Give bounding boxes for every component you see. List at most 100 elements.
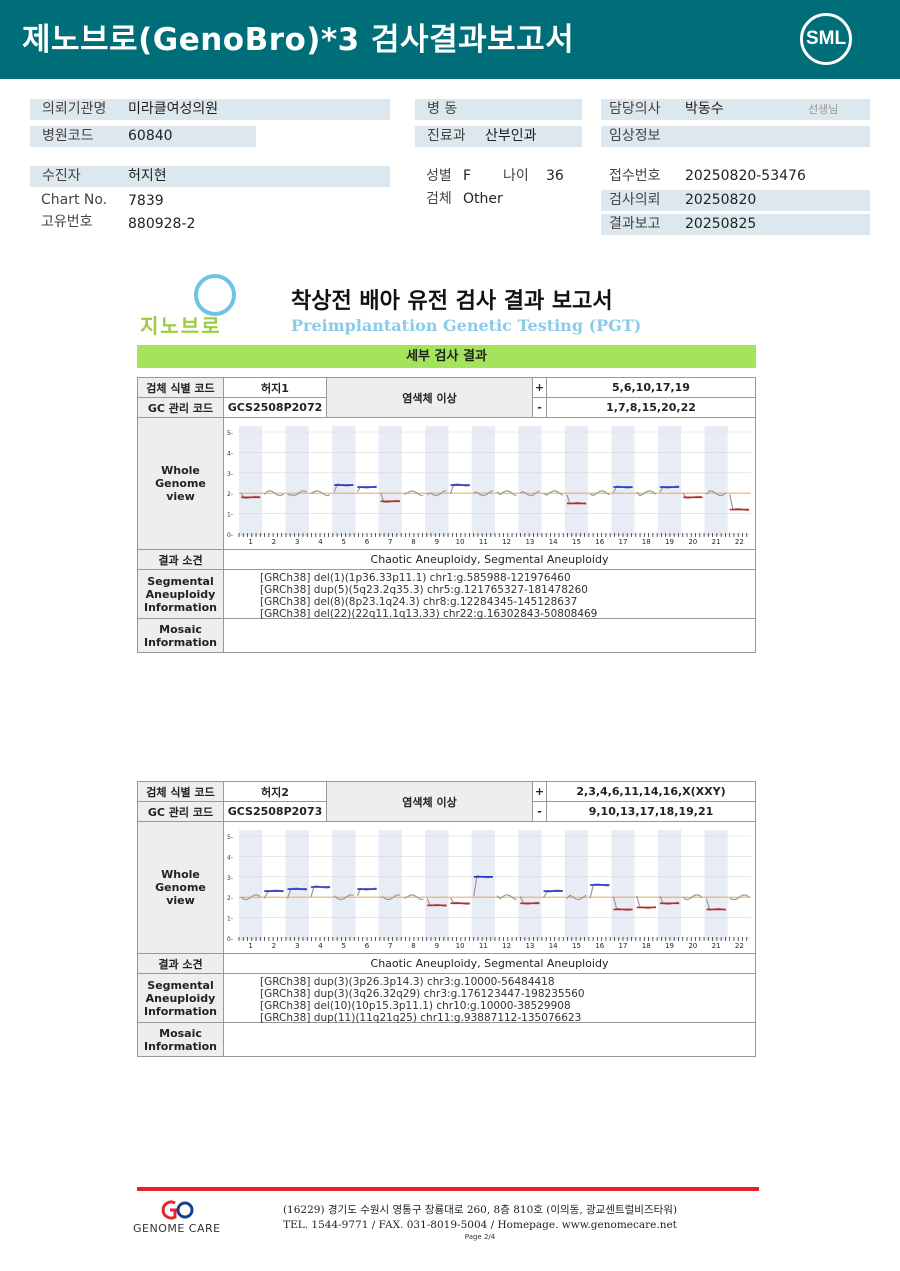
chromosome-tick-label: 17 <box>619 538 628 546</box>
loss-chromosomes: 9,10,13,17,18,19,21 <box>588 805 714 818</box>
result-label: 결과 소견 <box>138 954 224 973</box>
segmental-item: [GRCh38] del(10)(10p15.3p11.1) chr10:g.1… <box>260 1000 571 1012</box>
dept-field: 진료과 산부인과 <box>415 126 582 147</box>
chromosome-band <box>657 830 682 940</box>
whole-genome-chart: 5-4-3-2-1-0-1 2 3 4 5 6 7 8 9 10 11 12 13 14 15 16 17 18 1… <box>227 830 751 950</box>
chromosome-tick-label: 11 <box>479 942 488 950</box>
chromosome-tick-label: 16 <box>595 942 604 950</box>
chromosome-tick-label: 4 <box>318 538 323 546</box>
chromosome-band <box>425 830 449 940</box>
copy-number-trace <box>240 894 261 901</box>
institution-value: 미라클여성의원 <box>128 101 219 117</box>
chromosome-band <box>239 830 263 940</box>
copy-number-trace <box>473 490 494 497</box>
recipient-label: 수진자 <box>42 168 81 184</box>
chromosome-band <box>378 426 402 536</box>
chart-value: 7839 <box>128 193 164 209</box>
chromosome-band <box>611 830 635 940</box>
gain-chromosomes: 2,3,4,6,11,14,16,X(XXY) <box>576 785 726 798</box>
hospital-code-value: 60840 <box>128 128 173 144</box>
sample-id-value: 허지2 <box>224 782 327 801</box>
y-tick-label: 3- <box>227 875 233 882</box>
hospital-code-label: 병원코드 <box>42 128 94 144</box>
recipient-value: 허지현 <box>128 168 167 184</box>
chromosome-tick-label: 6 <box>365 538 370 546</box>
loss-chromosomes: 1,7,8,15,20,22 <box>606 401 696 414</box>
chromosome-band <box>518 426 542 536</box>
doctor-suffix: 선생님 <box>808 103 839 116</box>
chromosome-tick-label: 7 <box>388 538 392 546</box>
copy-number-trace <box>729 494 750 512</box>
chromosome-tick-label: 10 <box>456 942 465 950</box>
copy-number-trace <box>380 894 400 901</box>
copy-number-trace <box>636 490 657 497</box>
gc-code-value: GCS2508P2072 <box>224 398 327 417</box>
genome-care-mark-icon <box>161 1200 194 1220</box>
sample-table: 검체 식별 코드 허지1 + 5,6,10,17,19 GC 관리 코드 GCS… <box>137 377 756 653</box>
gc-code-label: GC 관리 코드 <box>138 398 224 417</box>
segmental-list: [GRCh38] dup(3)(3p26.3p14.3) chr3:g.1000… <box>260 976 585 1024</box>
genobro-logo: 지노브로 <box>138 274 248 338</box>
genome-care-logo: GENOME CARE <box>133 1198 228 1240</box>
chromosome-tick-label: 14 <box>549 942 558 950</box>
copy-number-trace <box>682 894 703 901</box>
section-title: 세부 검사 결과 <box>137 345 756 368</box>
page-number: Page 2/4 <box>464 1233 496 1241</box>
chromosome-band <box>285 426 309 536</box>
unique-value: 880928-2 <box>128 216 196 232</box>
ward-label: 병 동 <box>427 101 458 117</box>
chromosome-tick-label: 17 <box>619 942 628 950</box>
hospital-code-field: 병원코드 60840 <box>30 126 256 147</box>
request-value: 20250820 <box>685 192 757 208</box>
dna-magnifier-icon <box>194 274 236 316</box>
y-tick-label: 5- <box>227 834 233 841</box>
copy-number-trace <box>287 490 308 497</box>
chromosome-tick-label: 20 <box>688 538 697 546</box>
minus-sign: - <box>533 802 547 821</box>
request-label: 검사의뢰 <box>609 192 661 208</box>
chromosome-tick-label: 2 <box>272 538 276 546</box>
chromosome-tick-label: 1 <box>248 538 252 546</box>
dept-label: 진료과 <box>427 128 466 144</box>
footer-address: (16229) 경기도 수원시 영통구 창룡대로 260, 8층 810호 (이… <box>270 1203 690 1233</box>
chromosome-tick-label: 19 <box>665 942 674 950</box>
chromosome-tick-label: 16 <box>595 538 604 546</box>
plus-sign: + <box>533 378 547 397</box>
copy-number-trace <box>496 490 517 497</box>
chromosome-abnormality-label: 염색체 이상 <box>327 378 533 418</box>
chromosome-band <box>564 830 589 940</box>
company-name: GENOME CARE <box>133 1222 221 1235</box>
report-label: 결과보고 <box>609 216 661 232</box>
segmental-item: [GRCh38] del(1)(1p36.33p11.1) chr1:g.585… <box>260 572 571 584</box>
doctor-field: 담당의사 박동수 선생님 <box>601 99 870 120</box>
segmental-list: [GRCh38] del(1)(1p36.33p11.1) chr1:g.585… <box>260 572 597 620</box>
result-label: 결과 소견 <box>138 550 224 569</box>
chart-label: Chart No. <box>41 192 108 208</box>
chromosome-tick-label: 6 <box>365 942 370 950</box>
chromosome-band <box>332 830 356 940</box>
y-tick-label: 0- <box>227 532 233 539</box>
footer-divider <box>137 1187 759 1191</box>
recipient-field: 수진자 허지현 <box>30 166 390 187</box>
chromosome-band <box>425 426 449 536</box>
y-tick-label: 5- <box>227 430 233 437</box>
receipt-field: 접수번호 20250820-53476 <box>601 166 870 187</box>
doctor-value: 박동수 <box>685 101 724 117</box>
gc-code-label: GC 관리 코드 <box>138 802 224 821</box>
doctor-label: 담당의사 <box>609 101 661 117</box>
segmental-item: [GRCh38] del(22)(22q11.1q13.33) chr22:g.… <box>260 608 598 620</box>
chromosome-tick-label: 21 <box>712 538 721 546</box>
segmental-item: [GRCh38] dup(3)(3q26.32q29) chr3:g.17612… <box>260 988 585 1000</box>
chromosome-tick-label: 14 <box>549 538 558 546</box>
minus-sign: - <box>533 398 547 417</box>
result-value: Chaotic Aneuploidy, Segmental Aneuploidy <box>370 553 609 566</box>
chromosome-band <box>239 426 263 536</box>
chromosome-tick-label: 8 <box>411 942 415 950</box>
chromosome-tick-label: 7 <box>388 942 392 950</box>
y-tick-label: 4- <box>227 450 233 457</box>
sample-id-value: 허지1 <box>224 378 327 397</box>
chromosome-tick-label: 13 <box>525 942 534 950</box>
chromosome-band <box>518 830 542 940</box>
ward-field: 병 동 <box>415 99 582 120</box>
segmental-label: Segmental Aneuploidy Information <box>138 570 224 618</box>
